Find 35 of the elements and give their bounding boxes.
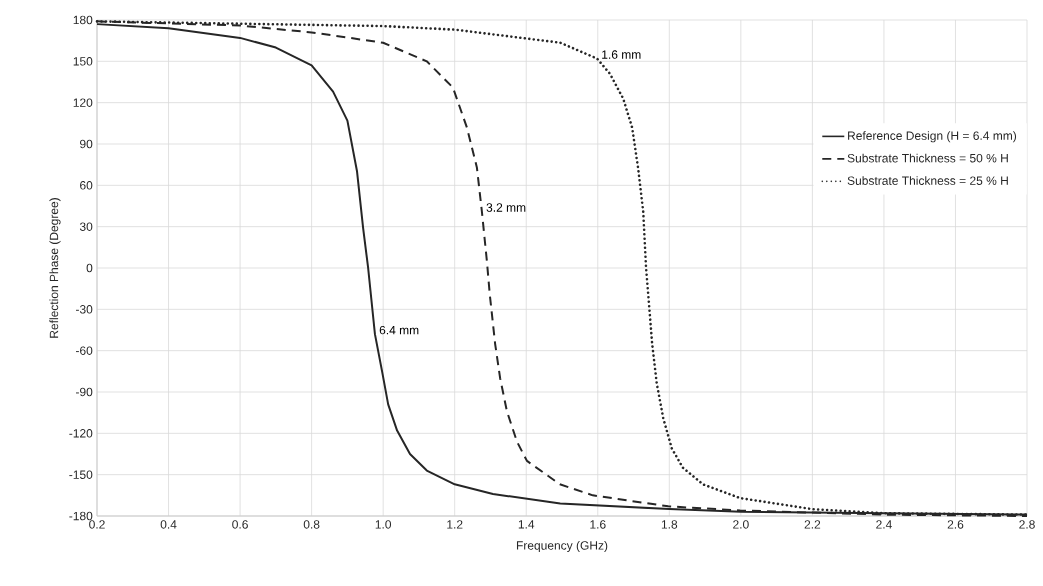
x-tick-label: 0.4	[160, 520, 177, 529]
x-tick-label: 2.6	[947, 520, 964, 529]
x-axis-title: Frequency (GHz)	[516, 540, 608, 553]
y-axis-title: Reflection Phase (Degree)	[49, 198, 61, 338]
annotation: 1.6 mm	[602, 50, 641, 59]
y-tick-label: -60	[75, 346, 93, 355]
x-tick-label: 1.8	[661, 520, 678, 529]
y-tick-label: -90	[75, 387, 93, 397]
x-tick-label: 1.2	[447, 520, 463, 529]
y-tick-label: 0	[86, 263, 93, 273]
y-tick-label: -120	[69, 429, 93, 438]
y-tick-label: 90	[80, 139, 93, 149]
x-tick-label: 1.6	[590, 520, 606, 529]
y-tick-label: 30	[79, 222, 93, 231]
y-tick-label: -150	[69, 470, 93, 479]
x-tick-label: 2.0	[733, 520, 749, 529]
legend-label: Substrate Thickness = 25 % H	[847, 176, 1008, 185]
legend-label: Substrate Thickness = 50 % H	[847, 153, 1008, 163]
y-tick-label: 150	[73, 57, 93, 66]
x-tick-label: 2.8	[1019, 520, 1035, 529]
x-tick-label: 2.2	[804, 520, 821, 529]
y-tick-label: 120	[73, 98, 93, 107]
y-tick-label: 180	[73, 15, 93, 25]
x-tick-label: 0.8	[303, 520, 320, 529]
x-tick-label: 2.4	[876, 520, 892, 529]
x-tick-label: 0.6	[232, 520, 248, 529]
x-tick-label: 1.0	[375, 520, 392, 529]
annotation: 6.4 mm	[379, 325, 419, 335]
x-tick-label: 1.4	[518, 520, 535, 529]
y-tick-label: 60	[80, 181, 93, 190]
x-tick-label: 0.2	[89, 520, 105, 529]
annotation: 3.2 mm	[486, 203, 526, 212]
y-tick-label: -180	[69, 511, 93, 521]
legend-label: Reference Design (H = 6.4 mm)	[848, 131, 1017, 143]
y-tick-label: -30	[75, 305, 93, 314]
